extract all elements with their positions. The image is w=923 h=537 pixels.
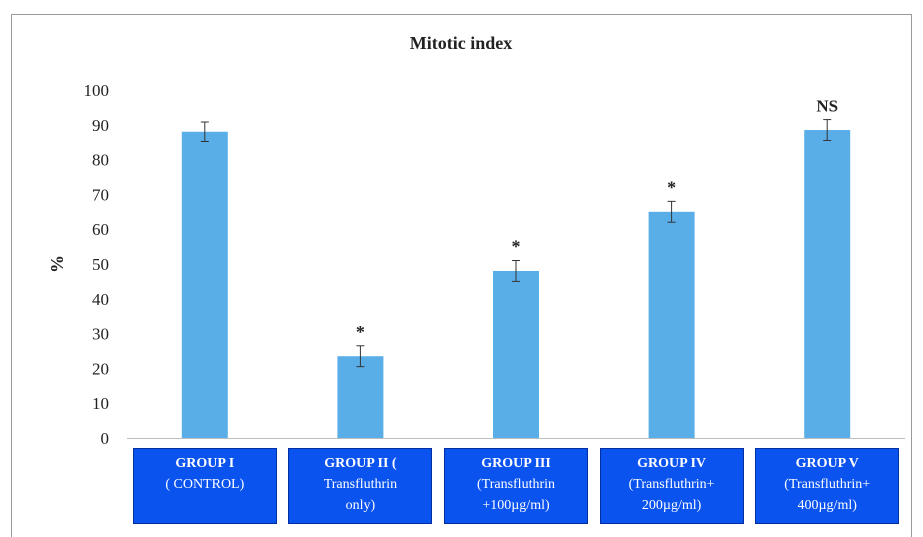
category-label-line: (Transfluthrin+ (784, 477, 871, 492)
significance-label: * (356, 322, 365, 342)
y-tick-label: 70 (92, 185, 109, 204)
significance-label: * (667, 177, 676, 197)
category-label-line: GROUP V (795, 456, 859, 471)
bar (804, 130, 851, 438)
category-label: GROUP V (Transfluthrin+ 400µg/ml) (755, 448, 900, 524)
category-label-line: +100µg/ml) (482, 498, 550, 513)
category-label-line: 400µg/ml) (797, 498, 857, 513)
y-tick-label: 30 (92, 325, 109, 344)
y-axis-label: % (47, 255, 67, 273)
category-label-line: (Transfluthrin (476, 477, 556, 492)
category-label-line: ( CONTROL) (165, 477, 245, 492)
y-tick-label: 10 (92, 394, 109, 413)
y-axis-ticks: 0 10 20 30 40 50 60 70 80 90 100 (84, 81, 110, 448)
y-tick-label: 50 (92, 255, 109, 274)
category-label-line: Transfluthrin (323, 477, 398, 492)
category-label-line: GROUP I (175, 456, 235, 471)
y-tick-label: 60 (92, 220, 109, 239)
y-tick-label: 40 (92, 290, 109, 309)
category-label: GROUP II ( Transfluthrin only) (288, 448, 433, 524)
category-label-line: GROUP II ( (324, 456, 397, 471)
y-tick-label: 90 (92, 116, 109, 135)
category-label: GROUP IV (Transfluthrin+ 200µg/ml) (599, 448, 744, 524)
bar (181, 131, 228, 438)
category-label-line: only) (345, 498, 376, 513)
category-label: GROUP I ( CONTROL) (132, 448, 277, 524)
category-label-line: 200µg/ml) (641, 498, 702, 513)
y-tick-label: 80 (92, 151, 109, 170)
chart-frame (11, 14, 912, 537)
bars: * * * NS (181, 97, 851, 438)
chart-title: Mitotic index (410, 33, 512, 53)
bar (337, 356, 384, 438)
bar (493, 270, 539, 438)
y-tick-label: 100 (84, 81, 110, 100)
y-tick-label: 0 (101, 429, 110, 448)
category-label-line: (Transfluthrin+ (628, 477, 715, 492)
category-label-line: GROUP III (481, 456, 551, 471)
significance-label: * (512, 237, 521, 257)
category-label: GROUP III (Transfluthrin +100µg/ml) (444, 448, 588, 524)
significance-label: NS (816, 97, 838, 116)
category-label-line: GROUP IV (637, 456, 707, 471)
bar (648, 211, 695, 438)
y-tick-label: 20 (92, 359, 109, 378)
